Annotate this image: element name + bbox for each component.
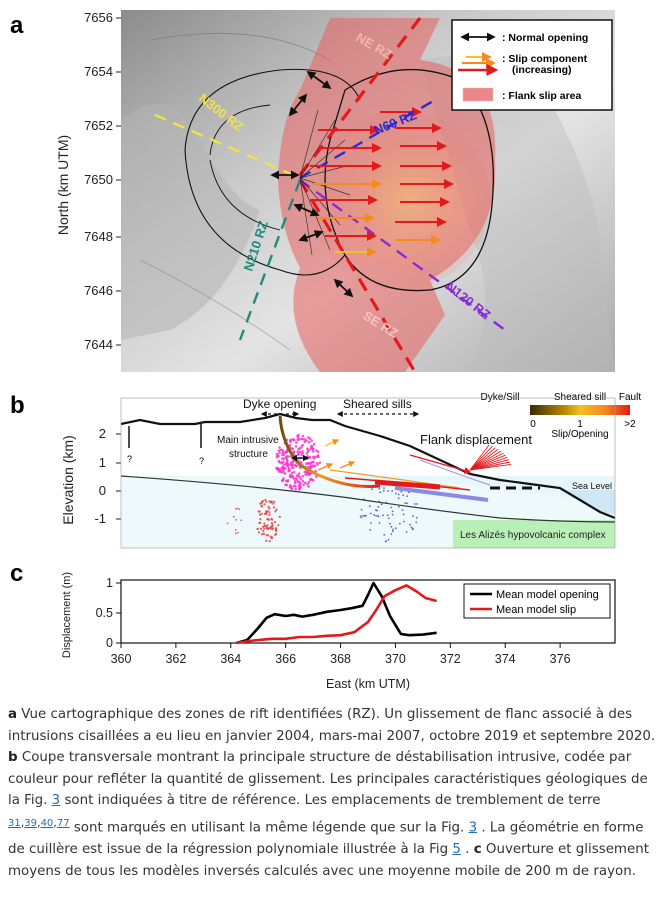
panel-b-letter: b: [10, 392, 25, 419]
chart-series: [235, 581, 437, 645]
panel-b-ytick: -1: [94, 511, 106, 526]
main-intrusive-label-2: structure: [229, 449, 268, 460]
y-tick-label: 1: [106, 576, 113, 590]
x-tick-label: 366: [275, 652, 296, 666]
panel-a-ytick: 7656: [84, 10, 113, 25]
panel-a-legend: : Normal opening : Slip component (incre…: [451, 19, 613, 111]
x-tick-label: 372: [440, 652, 461, 666]
legend-flank-slip: : Flank slip area: [502, 90, 582, 102]
panel-b: b Elevation (km) 2 1 0 -1 Les Alizés hypovo…: [10, 392, 642, 549]
colorbar-tick-2: >2: [624, 419, 636, 430]
panel-b-ytick: 2: [99, 426, 106, 441]
n120-rz-line: [299, 179, 506, 331]
panel-a-ytick: 7648: [84, 229, 113, 244]
figure-caption: a Vue cartographique des zones de rift i…: [8, 707, 656, 879]
caption-c-text: Ouverture et glissement moyens de tous l…: [8, 842, 649, 879]
panel-b-ytick: 0: [99, 483, 106, 498]
dyke-structure: [278, 415, 381, 489]
chart-legend: Mean model opening Mean model slip: [463, 583, 611, 619]
main-intrusive-label-1: Main intrusive: [217, 435, 279, 446]
chart-xlabel: East (km UTM): [326, 677, 410, 691]
slip-arrows: [310, 107, 454, 257]
sea-level-label: Sea Level: [572, 481, 612, 491]
caption-b-text-2: sont indiquées à titre de référence. Les…: [60, 793, 601, 809]
chart-axes: 360 362 364 366 368 370 372 374 376 0 0.5 1: [96, 576, 571, 666]
panel-a-letter: a: [10, 12, 24, 39]
y-tick-label: 0: [106, 636, 113, 650]
caption-b-text-1: Coupe transversale montrant la principal…: [8, 750, 648, 809]
caption-b-text-3: sont marqués en utilisant la même légend…: [69, 820, 469, 836]
legend-slip-component: : Slip component: [502, 53, 588, 65]
section-slip-arrows: [290, 439, 356, 471]
sheared-sill-band: [394, 486, 489, 502]
fissure-fan: [299, 109, 351, 256]
series-mean-opening: [235, 581, 437, 645]
ref-39-link[interactable]: 39: [24, 817, 38, 829]
y-tick-label: 0.5: [96, 606, 113, 620]
normal-opening-arrows: [270, 70, 354, 298]
colorbar-title-sheared: Sheared sill: [554, 392, 606, 403]
panel-c: c Displacement (m) 360 362 364 366 368 370 372…: [10, 560, 616, 691]
x-tick-label: 374: [495, 652, 516, 666]
unknown-marker-1: ?: [127, 454, 132, 464]
panel-a-ytick: 7646: [84, 283, 113, 298]
fault-band: [374, 479, 441, 490]
x-tick-label: 362: [165, 652, 186, 666]
legend-mean-opening: Mean model opening: [496, 589, 599, 601]
colorbar-label: Slip/Opening: [551, 429, 608, 440]
caption-b-text-4: . La géométrie en forme de cuillère est …: [8, 820, 644, 858]
panel-a-ytick: 7644: [84, 337, 113, 352]
slip-colorbar: Dyke/Sill Sheared sill Fault 0 1 >2 Slip…: [481, 392, 642, 440]
unknown-marker-2: ?: [199, 456, 204, 466]
caption-b-letter: b: [8, 750, 18, 766]
x-tick-label: 376: [550, 652, 571, 666]
hypovolcanic-label: Les Alizés hypovolcanic complex: [460, 530, 606, 541]
panel-c-letter: c: [10, 560, 23, 587]
colorbar-title-dyke: Dyke/Sill: [481, 392, 520, 403]
legend-normal-opening: : Normal opening: [502, 32, 588, 44]
x-tick-label: 368: [330, 652, 351, 666]
panel-b-yticks: 2 1 0 -1: [94, 426, 121, 526]
figure: a North (km UTM) 7656 7654 7652 7650 7648 764…: [10, 10, 642, 691]
panel-a: a North (km UTM) 7656 7654 7652 7650 7648 764…: [10, 10, 615, 373]
caption-b-text-5: .: [460, 842, 474, 858]
x-tick-label: 364: [220, 652, 241, 666]
panel-a-ytick: 7654: [84, 64, 113, 79]
panel-a-ylabel: North (km UTM): [55, 135, 71, 235]
n300-rz-line: [154, 113, 301, 180]
fig3-link-2[interactable]: 3: [468, 820, 478, 836]
panel-a-yticks: 7656 7654 7652 7650 7648 7646 7644: [84, 10, 121, 352]
caption-a-letter: a: [8, 707, 18, 722]
fig5-link[interactable]: 5: [452, 842, 461, 858]
ref-31-link[interactable]: 31: [8, 817, 21, 829]
ref-77-link[interactable]: 77: [56, 817, 70, 829]
panel-b-ytick: 1: [99, 455, 106, 470]
caldera-rim: [324, 68, 494, 292]
flank-displacement-fan: [409, 444, 512, 474]
caption-a-text: Vue cartographique des zones de rift ide…: [8, 707, 656, 744]
panel-a-ytick: 7650: [84, 172, 113, 187]
panel-a-ytick: 7652: [84, 118, 113, 133]
x-tick-label: 360: [111, 652, 132, 666]
flank-displacement-label: Flank displacement: [420, 432, 532, 447]
n210-rz-line: [238, 179, 302, 341]
colorbar-tick-1: 1: [577, 419, 583, 430]
series-mean-slip: [236, 584, 437, 645]
caption-c-letter: c: [473, 842, 482, 858]
panel-c-ylabel: Displacement (m): [61, 572, 73, 658]
dyke-opening-label: Dyke opening: [243, 397, 316, 411]
se-rz-line: [298, 179, 417, 373]
topography-profile: [120, 412, 616, 520]
sheared-sills-label: Sheared sills: [343, 397, 412, 411]
ref-40-link[interactable]: 40: [40, 817, 54, 829]
colorbar-tick-0: 0: [530, 419, 536, 430]
x-tick-label: 370: [385, 652, 406, 666]
colorbar-title-fault: Fault: [619, 392, 641, 403]
legend-mean-slip: Mean model slip: [496, 604, 576, 616]
fig3-link-1[interactable]: 3: [51, 793, 61, 809]
hypovolcanic-complex: [453, 520, 615, 548]
panel-b-ylabel: Elevation (km): [60, 435, 76, 524]
legend-slip-increasing: (increasing): [512, 64, 572, 76]
